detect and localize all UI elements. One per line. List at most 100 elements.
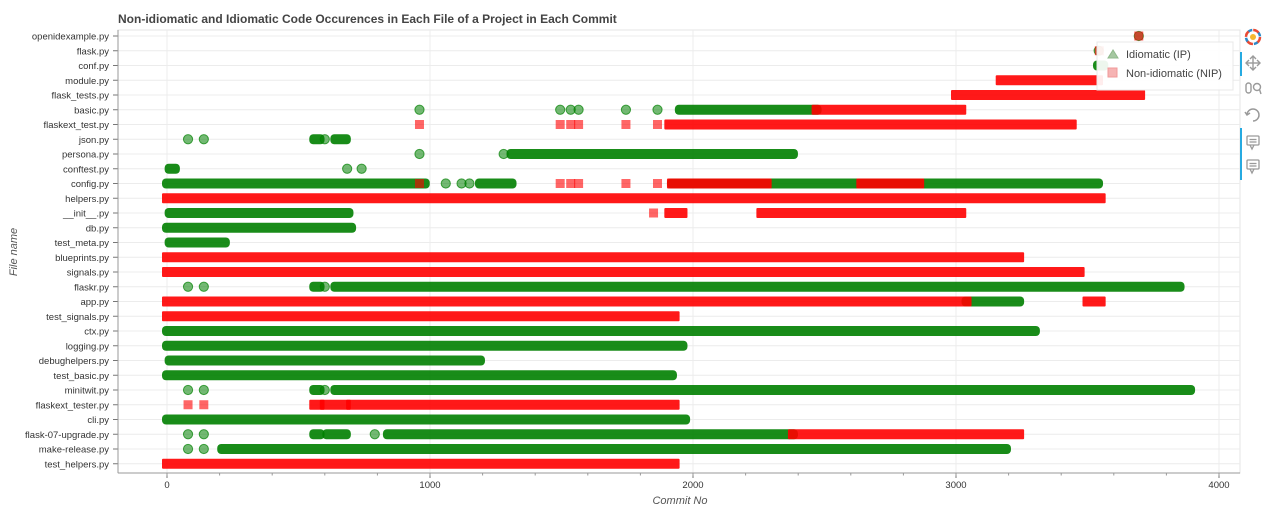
idiomatic-mark-conftest-py[interactable] bbox=[342, 163, 353, 174]
idiomatic-mark-config-py[interactable] bbox=[440, 178, 451, 189]
idiomatic-mark-config-py[interactable] bbox=[474, 178, 517, 189]
y-tick-label: module.py bbox=[65, 76, 109, 87]
idiomatic-mark-flask-07-upgrade-py[interactable] bbox=[382, 429, 798, 440]
non-idiomatic-mark-helpers-py[interactable] bbox=[162, 193, 1106, 204]
idiomatic-mark-flaskr-py[interactable] bbox=[319, 281, 330, 292]
idiomatic-mark-logging-py[interactable] bbox=[162, 340, 688, 351]
idiomatic-mark-flask-07-upgrade-py[interactable] bbox=[309, 429, 325, 440]
non-idiomatic-mark-flask-07-upgrade-py[interactable] bbox=[787, 429, 1025, 440]
idiomatic-mark-ctx-py[interactable] bbox=[162, 326, 1040, 336]
idiomatic-mark-persona-py[interactable] bbox=[506, 149, 798, 159]
non-idiomatic-mark-flaskext-tester-py[interactable] bbox=[183, 400, 193, 410]
plot-area[interactable] bbox=[117, 29, 1241, 474]
non-idiomatic-mark-openidexample-py[interactable] bbox=[1134, 31, 1144, 41]
bokeh-logo-icon[interactable] bbox=[1244, 28, 1262, 46]
non-idiomatic-mark-blueprints-py[interactable] bbox=[162, 252, 1025, 263]
non-idiomatic-mark-flaskext-test-py[interactable] bbox=[574, 120, 584, 129]
idiomatic-mark-flaskr-py[interactable] bbox=[182, 281, 194, 292]
idiomatic-mark-config-py[interactable] bbox=[162, 178, 430, 189]
idiomatic-mark-minitwit-py[interactable] bbox=[319, 384, 330, 396]
hover-tooltip-icon[interactable] bbox=[1246, 159, 1260, 175]
idiomatic-mark-basic-py[interactable] bbox=[555, 104, 566, 115]
non-idiomatic-mark-signals-py[interactable] bbox=[162, 267, 1085, 277]
non-idiomatic-mark-config-py[interactable] bbox=[555, 179, 565, 188]
idiomatic-mark-basic-py[interactable] bbox=[652, 104, 663, 115]
idiomatic-mark-config-py[interactable] bbox=[464, 178, 475, 189]
non-idiomatic-mark-config-py[interactable] bbox=[621, 179, 631, 188]
y-tick-label: app.py bbox=[80, 297, 109, 308]
non-idiomatic-mark--init-py[interactable] bbox=[756, 208, 967, 218]
idiomatic-mark-json-py[interactable] bbox=[330, 134, 351, 145]
idiomatic-mark-conftest-py[interactable] bbox=[164, 163, 180, 174]
idiomatic-mark-app-py[interactable] bbox=[961, 296, 1025, 307]
idiomatic-mark-basic-py[interactable] bbox=[620, 104, 632, 115]
y-tick-label: json.py bbox=[78, 135, 109, 146]
idiomatic-mark-test-meta-py[interactable] bbox=[164, 237, 230, 248]
non-idiomatic-mark-config-py[interactable] bbox=[414, 179, 424, 188]
non-idiomatic-mark-flaskext-test-py[interactable] bbox=[566, 120, 576, 129]
idiomatic-mark-flask-07-upgrade-py[interactable] bbox=[182, 429, 194, 440]
non-idiomatic-mark-config-py[interactable] bbox=[652, 179, 662, 188]
idiomatic-mark-json-py[interactable] bbox=[182, 134, 194, 145]
pan-move-icon[interactable] bbox=[1245, 55, 1261, 71]
idiomatic-mark-flaskr-py[interactable] bbox=[198, 281, 209, 292]
idiomatic-mark-json-py[interactable] bbox=[198, 134, 209, 145]
idiomatic-mark-basic-py[interactable] bbox=[573, 104, 584, 115]
idiomatic-mark-basic-py[interactable] bbox=[414, 104, 425, 115]
hover-tooltip-icon[interactable] bbox=[1246, 135, 1260, 151]
non-idiomatic-mark-module-py[interactable] bbox=[995, 75, 1104, 86]
idiomatic-mark-make-release-py[interactable] bbox=[198, 443, 209, 455]
non-idiomatic-mark-app-py[interactable] bbox=[1082, 296, 1106, 307]
y-tick-label: test_helpers.py bbox=[45, 459, 110, 470]
idiomatic-mark-conftest-py[interactable] bbox=[356, 163, 367, 174]
non-idiomatic-mark-test-helpers-py[interactable] bbox=[162, 458, 680, 469]
y-tick-label: flaskext_test.py bbox=[44, 120, 110, 131]
non-idiomatic-mark-flask-tests-py[interactable] bbox=[951, 90, 1146, 100]
x-tick-label: 1000 bbox=[419, 480, 440, 491]
non-idiomatic-mark-basic-py[interactable] bbox=[811, 104, 967, 115]
idiomatic-mark-db-py[interactable] bbox=[162, 222, 357, 233]
idiomatic-mark-flask-07-upgrade-py[interactable] bbox=[322, 429, 351, 440]
idiomatic-mark-make-release-py[interactable] bbox=[217, 444, 1011, 454]
idiomatic-mark-flask-07-upgrade-py[interactable] bbox=[198, 429, 209, 440]
chart-toolbar bbox=[1240, 28, 1262, 180]
non-idiomatic-mark-flaskext-test-py[interactable] bbox=[652, 120, 662, 129]
non-idiomatic-mark-flaskext-test-py[interactable] bbox=[664, 119, 1077, 130]
non-idiomatic-mark-test-signals-py[interactable] bbox=[162, 311, 680, 322]
non-idiomatic-mark--init-py[interactable] bbox=[649, 208, 659, 218]
non-idiomatic-mark-config-py[interactable] bbox=[856, 178, 925, 189]
idiomatic-mark--init-py[interactable] bbox=[164, 208, 354, 218]
idiomatic-mark-cli-py[interactable] bbox=[162, 414, 691, 425]
y-tick-label: signals.py bbox=[67, 268, 109, 279]
idiomatic-mark-debughelpers-py[interactable] bbox=[164, 355, 485, 366]
idiomatic-mark-flaskr-py[interactable] bbox=[330, 281, 1185, 292]
idiomatic-mark-test-basic-py[interactable] bbox=[162, 370, 677, 381]
non-idiomatic-mark-config-py[interactable] bbox=[574, 179, 584, 188]
non-idiomatic-mark-flaskext-test-py[interactable] bbox=[555, 120, 565, 129]
non-idiomatic-mark-flaskext-test-py[interactable] bbox=[621, 120, 631, 129]
non-idiomatic-mark-flaskext-test-py[interactable] bbox=[414, 120, 424, 129]
non-idiomatic-mark-flaskext-tester-py[interactable] bbox=[319, 399, 351, 410]
idiomatic-mark-make-release-py[interactable] bbox=[182, 443, 194, 455]
y-tick-label: minitwit.py bbox=[65, 386, 110, 397]
non-idiomatic-mark--init-py[interactable] bbox=[664, 208, 688, 218]
non-idiomatic-mark-flaskext-tester-py[interactable] bbox=[346, 399, 680, 410]
idiomatic-mark-minitwit-py[interactable] bbox=[330, 385, 1196, 395]
wheel-zoom-icon[interactable] bbox=[1245, 82, 1262, 95]
idiomatic-mark-basic-py[interactable] bbox=[674, 104, 822, 115]
non-idiomatic-mark-app-py[interactable] bbox=[162, 296, 972, 307]
idiomatic-mark-json-py[interactable] bbox=[319, 134, 330, 145]
non-idiomatic-mark-config-py[interactable] bbox=[566, 179, 576, 188]
y-axis: openidexample.py flask.py conf.py module.py… bbox=[25, 30, 119, 473]
y-axis-label: File name bbox=[8, 228, 20, 276]
idiomatic-mark-minitwit-py[interactable] bbox=[182, 384, 194, 396]
y-tick-label: ctx.py bbox=[84, 327, 109, 338]
y-tick-label: logging.py bbox=[66, 341, 110, 352]
reset-icon[interactable] bbox=[1244, 108, 1260, 122]
idiomatic-mark-flask-07-upgrade-py[interactable] bbox=[369, 429, 380, 440]
idiomatic-mark-persona-py[interactable] bbox=[414, 148, 425, 160]
idiomatic-mark-minitwit-py[interactable] bbox=[198, 384, 209, 396]
non-idiomatic-mark-flaskext-tester-py[interactable] bbox=[199, 400, 209, 410]
non-idiomatic-mark-config-py[interactable] bbox=[666, 178, 772, 189]
